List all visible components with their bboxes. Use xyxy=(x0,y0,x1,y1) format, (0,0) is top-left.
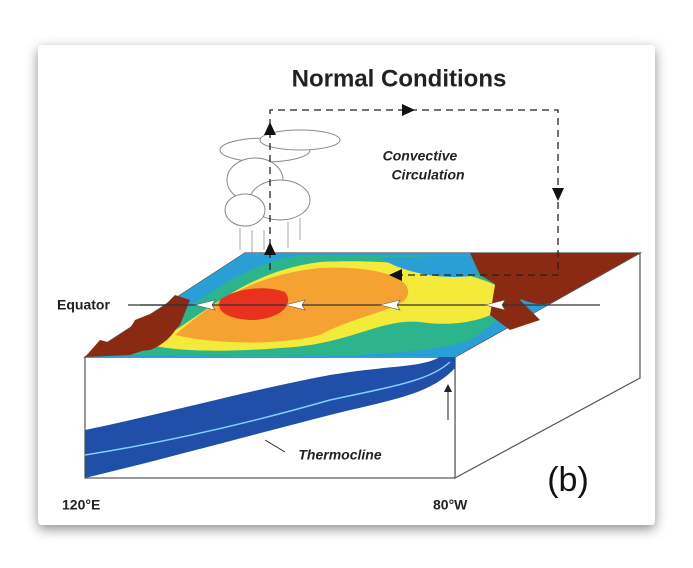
thermocline-leader xyxy=(264,439,286,453)
cloud xyxy=(219,129,341,227)
coast-west xyxy=(85,295,190,357)
thermocline-layer xyxy=(85,357,455,478)
circulation-label: Convective xyxy=(383,148,458,164)
trade-winds xyxy=(194,299,506,311)
west-label: 120°E xyxy=(62,497,100,513)
coast-east xyxy=(480,255,575,330)
thermocline-label: Thermocline xyxy=(298,447,381,463)
rain xyxy=(239,218,301,252)
equator-label: Equator xyxy=(57,297,110,313)
title: Normal Conditions xyxy=(292,65,507,92)
circulation-loop xyxy=(269,109,559,276)
panel-label: (b) xyxy=(547,461,589,499)
circulation-arrows xyxy=(264,104,564,281)
upwelling-arrowhead xyxy=(444,384,452,392)
circulation-label: Circulation xyxy=(391,167,464,183)
east-label: 80°W xyxy=(433,497,468,513)
